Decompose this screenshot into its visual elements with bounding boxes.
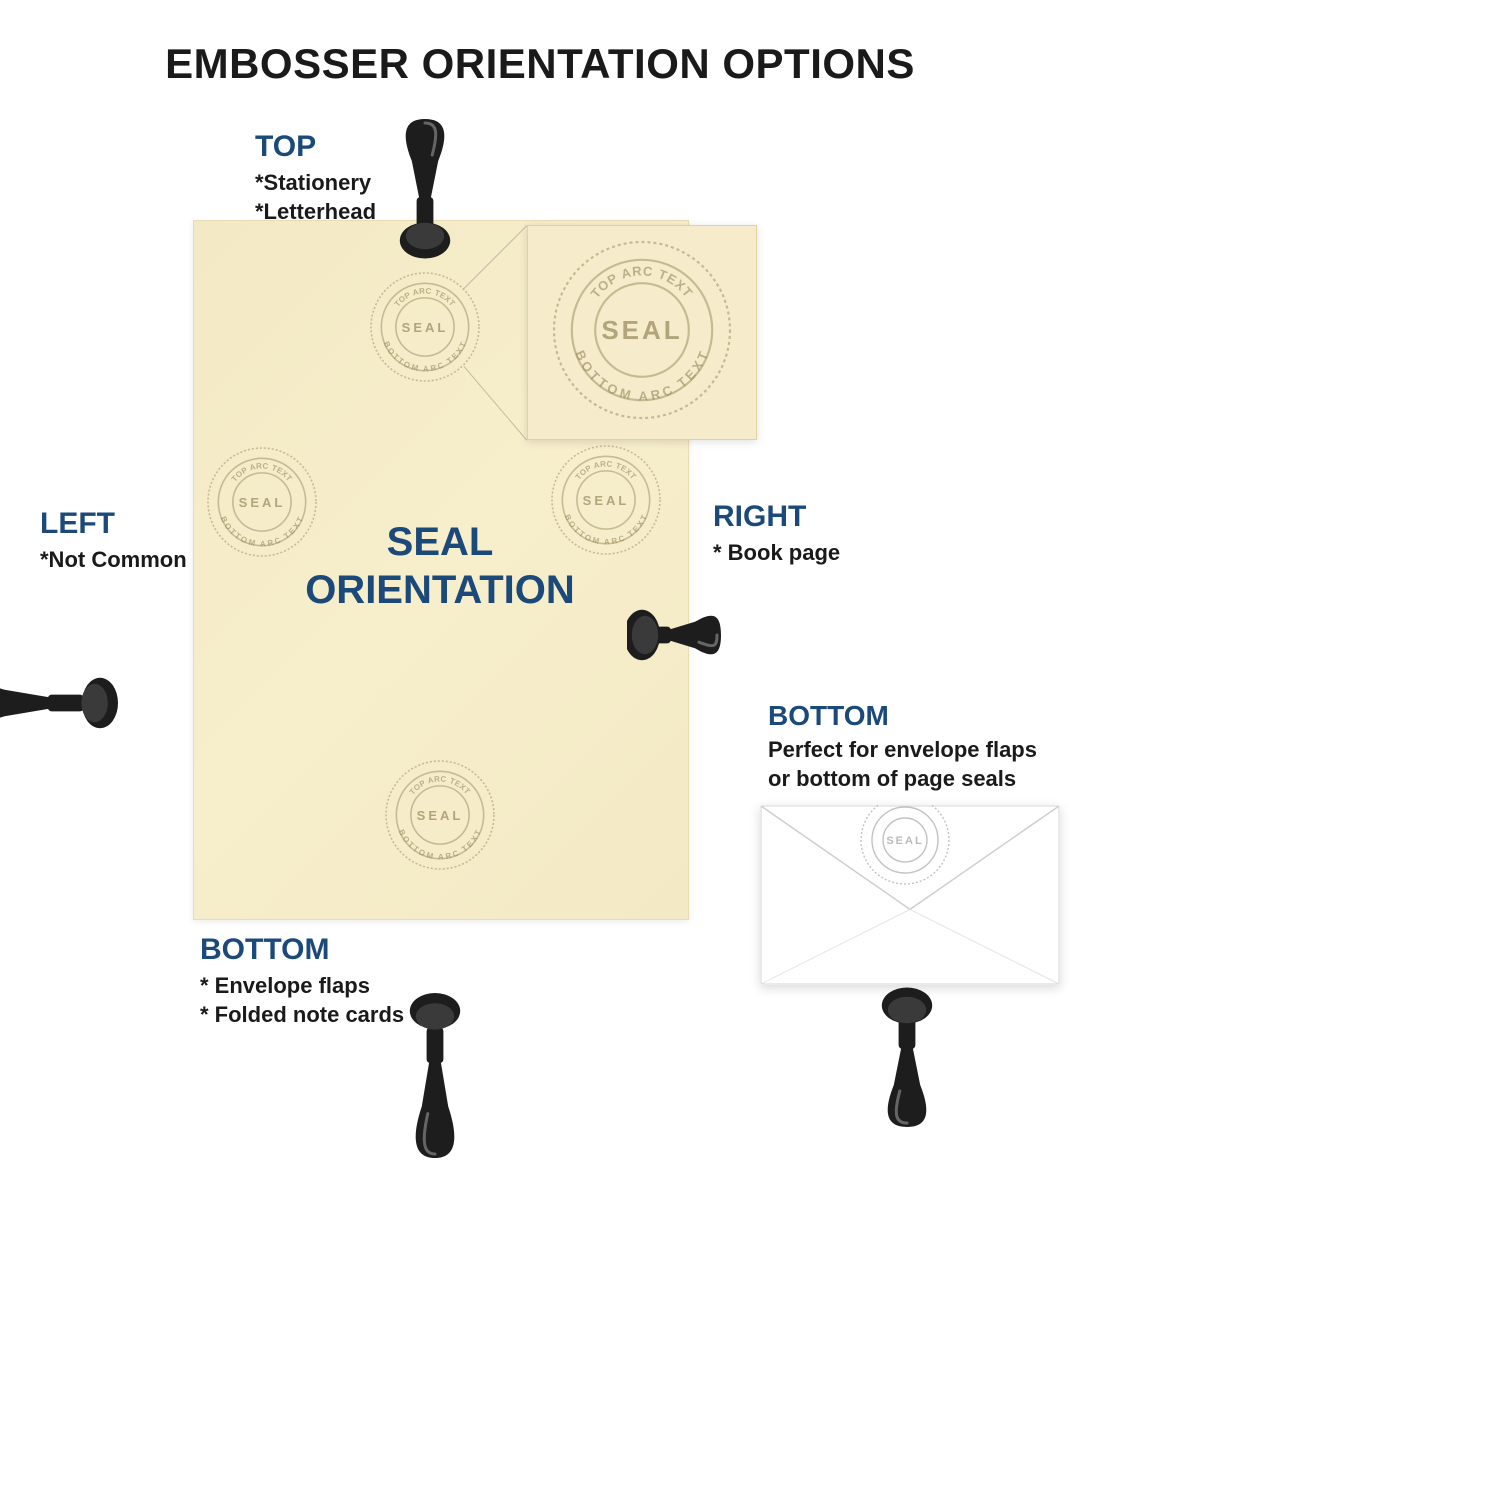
svg-text:SEAL: SEAL (601, 315, 682, 345)
label-left-desc-0: *Not Common (40, 545, 187, 575)
label-top-desc-1: *Letterhead (255, 197, 376, 227)
label-left-heading: LEFT (40, 504, 187, 545)
label-top-heading: TOP (255, 127, 376, 168)
center-line1: SEAL (295, 518, 585, 566)
embosser-right (627, 605, 727, 665)
seal-impression: TOP ARC TEXTBOTTOM ARC TEXTSEAL (206, 446, 318, 558)
embosser-left (0, 673, 127, 733)
label-bottom-heading: BOTTOM (200, 930, 404, 971)
seal-impression: TOP ARC TEXTBOTTOM ARC TEXTSEAL (384, 759, 496, 871)
svg-text:SEAL: SEAL (417, 808, 464, 823)
label-right-heading: RIGHT (713, 497, 840, 538)
label-bottom-desc-0: * Envelope flaps (200, 971, 404, 1001)
envelope: SEAL (760, 805, 1060, 985)
center-line2: ORIENTATION (295, 566, 585, 614)
label-br-heading: BOTTOM (768, 697, 1037, 735)
label-top-desc-0: *Stationery (255, 168, 376, 198)
embosser-bottom (405, 984, 465, 1164)
page-title: EMBOSSER ORIENTATION OPTIONS (0, 40, 1080, 88)
envelope-outline: SEAL (760, 805, 1060, 985)
label-bottom-desc-1: * Folded note cards (200, 1000, 404, 1030)
label-bottom-right: BOTTOM Perfect for envelope flaps or bot… (768, 697, 1037, 794)
embosser-top (395, 113, 455, 263)
seal-impression: TOP ARC TEXTBOTTOM ARC TEXTSEAL (552, 240, 732, 420)
label-bottom: BOTTOM * Envelope flaps * Folded note ca… (200, 930, 404, 1030)
label-br-desc-0: Perfect for envelope flaps (768, 735, 1037, 765)
svg-text:SEAL: SEAL (886, 835, 923, 847)
label-br-desc-1: or bottom of page seals (768, 764, 1037, 794)
svg-text:SEAL: SEAL (239, 495, 286, 510)
embosser-envelope (877, 983, 937, 1133)
svg-text:SEAL: SEAL (583, 493, 630, 508)
label-right-desc-0: * Book page (713, 538, 840, 568)
center-caption: SEAL ORIENTATION (295, 518, 585, 614)
label-top: TOP *Stationery *Letterhead (255, 127, 376, 227)
label-right: RIGHT * Book page (713, 497, 840, 567)
seal-impression: TOP ARC TEXTBOTTOM ARC TEXTSEAL (550, 444, 662, 556)
svg-text:SEAL: SEAL (402, 320, 449, 335)
label-left: LEFT *Not Common (40, 504, 187, 574)
